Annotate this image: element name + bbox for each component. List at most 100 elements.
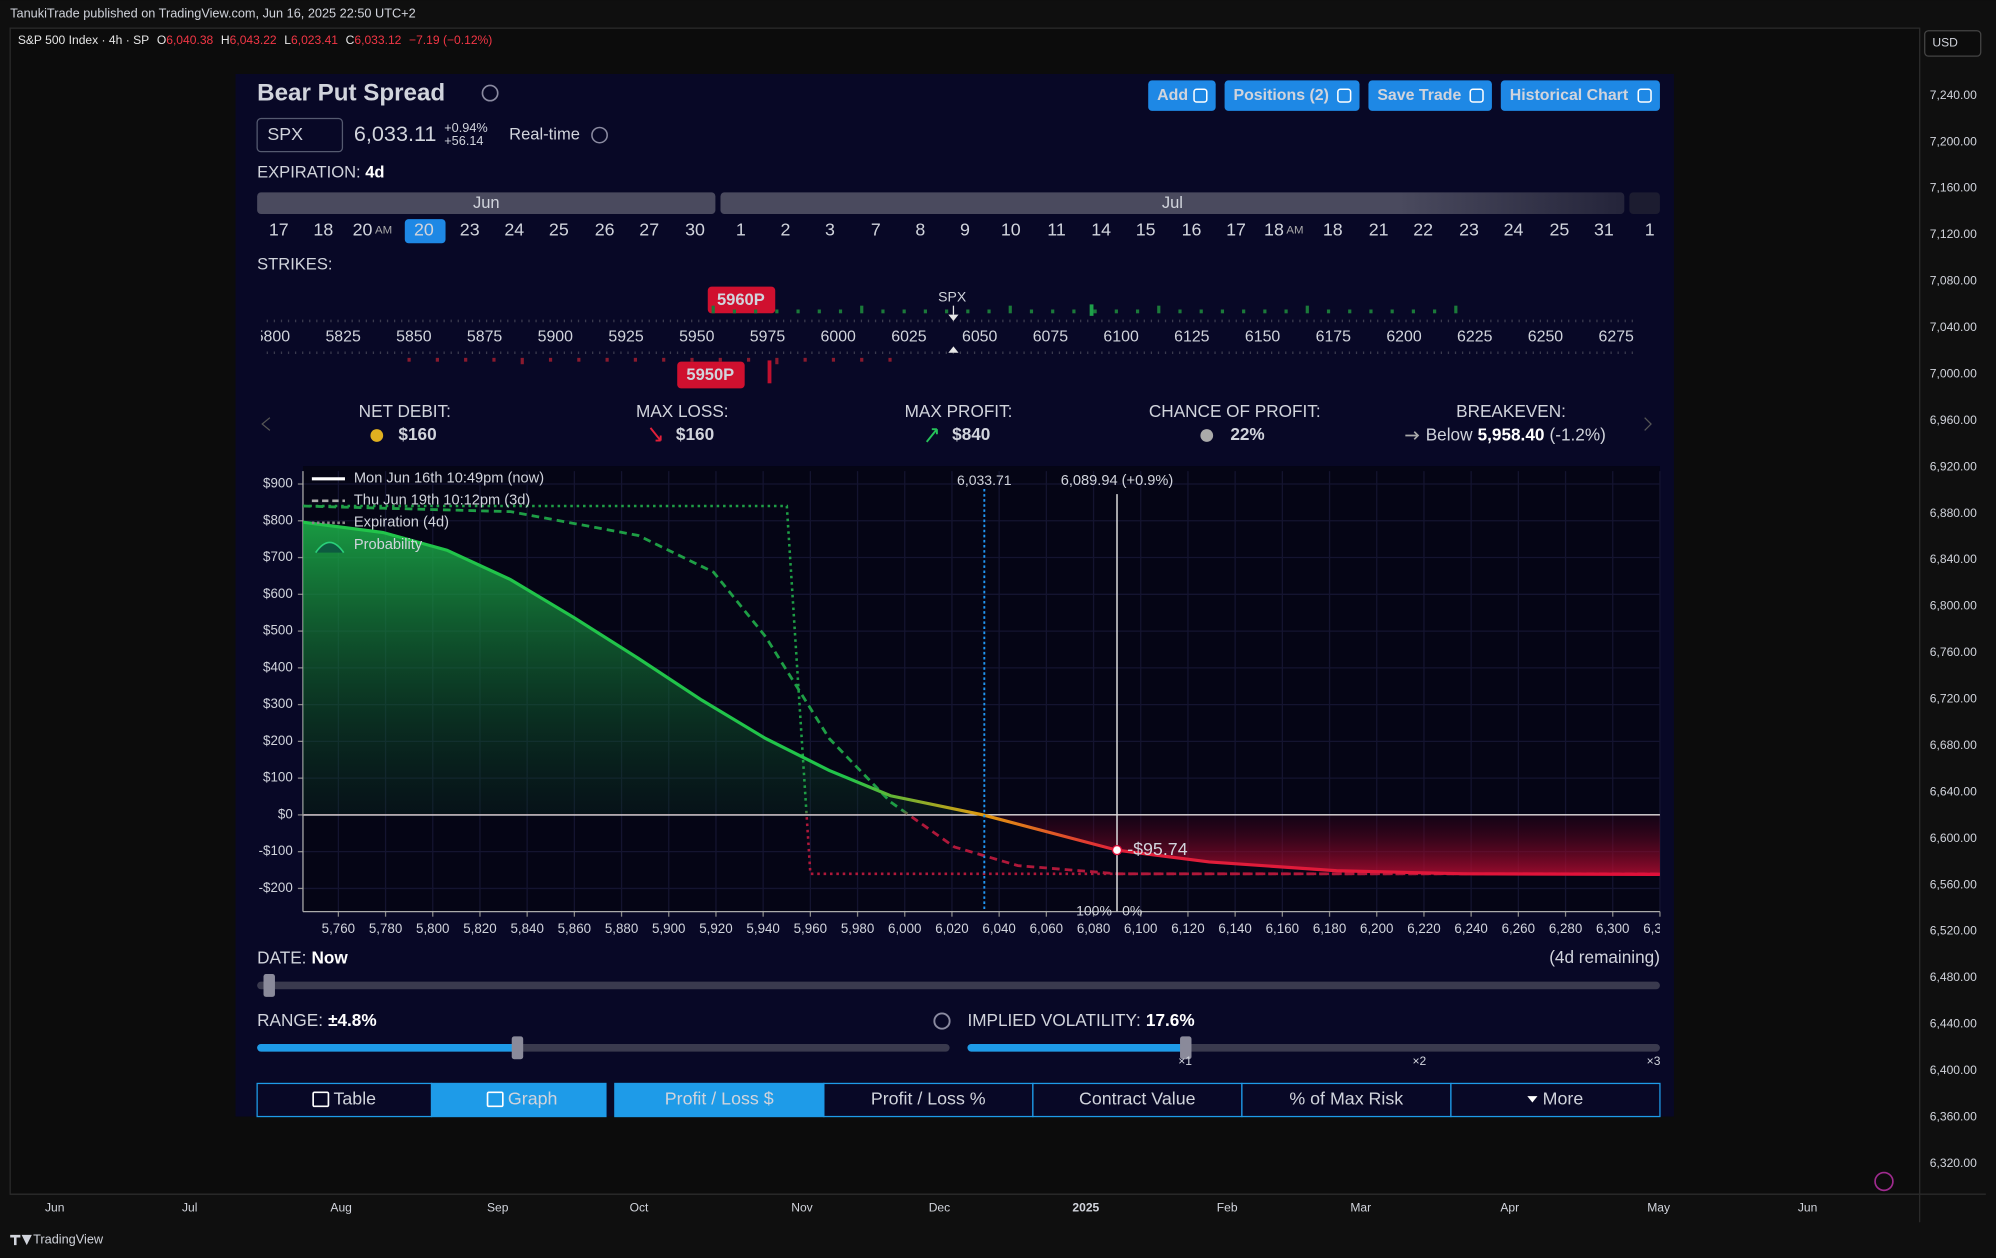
prev-arrow[interactable] <box>261 417 271 431</box>
strike-label[interactable]: 6050 <box>962 329 998 346</box>
iv-slider-knob[interactable] <box>1180 1036 1192 1060</box>
expiration-date[interactable]: 3 <box>825 219 835 239</box>
expiration-date[interactable]: 23 <box>460 219 480 239</box>
symbol-input[interactable] <box>256 117 344 153</box>
strike-label[interactable]: 6075 <box>1033 329 1069 346</box>
expiration-date[interactable]: 14 <box>1091 219 1111 239</box>
iv-reset-icon[interactable] <box>933 1012 951 1030</box>
strike-label[interactable]: 5900 <box>538 329 574 346</box>
expiration-date[interactable]: 8 <box>915 219 925 239</box>
expiration-date[interactable]: 27 <box>639 219 659 239</box>
expiration-date[interactable]: 21 <box>1369 219 1389 239</box>
view-button[interactable] <box>430 1082 607 1118</box>
expiration-date[interactable]: 17 <box>1226 219 1246 239</box>
header-button[interactable] <box>1368 80 1492 111</box>
volume-tick <box>1157 305 1161 314</box>
expiration-date[interactable]: 22 <box>1413 219 1433 239</box>
help-icon[interactable] <box>481 84 499 102</box>
x-tick-labels: 5,760 5,780 5,800 5,820 5,840 5,860 5,880 5,900… <box>322 921 1660 936</box>
metric-button[interactable] <box>1450 1082 1661 1118</box>
expiration-date[interactable]: 24 <box>1504 219 1524 239</box>
volume-tick <box>881 309 885 314</box>
date-day: 23 <box>1459 219 1479 239</box>
header-button[interactable] <box>1500 80 1660 111</box>
strike-label[interactable]: 6275 <box>1599 329 1635 346</box>
leg-label: 5950P <box>686 365 734 384</box>
month-label: Jul <box>1162 193 1183 212</box>
date-day: 10 <box>1001 219 1021 239</box>
expiration-date[interactable]: 1 <box>1645 219 1655 239</box>
expiration-date[interactable]: 18 AM <box>1264 219 1304 239</box>
strike-label[interactable]: 5850 <box>396 329 432 346</box>
expiration-date[interactable]: 17 <box>269 219 289 239</box>
volume-tick <box>796 309 800 314</box>
expiration-date[interactable]: 18 <box>313 219 333 239</box>
date-slider-knob[interactable] <box>263 973 275 997</box>
metric-button[interactable] <box>823 1082 1034 1118</box>
expiration-date[interactable]: 20 <box>414 219 434 239</box>
volume-tick <box>1072 309 1076 314</box>
volume-tick <box>860 357 864 362</box>
strike-label[interactable]: 6175 <box>1316 329 1352 346</box>
expiration-date[interactable]: 7 <box>871 219 881 239</box>
expiration-date[interactable]: 20 AM <box>353 219 393 239</box>
metric-button[interactable] <box>1241 1082 1452 1118</box>
strike-label[interactable]: 5875 <box>467 329 503 346</box>
expiration-date[interactable]: 9 <box>960 219 970 239</box>
expiration-date[interactable]: 23 <box>1459 219 1479 239</box>
symbol-high: 6,043.22 <box>230 33 277 47</box>
strike-label[interactable]: 6100 <box>1103 329 1139 346</box>
date-day: 8 <box>915 219 925 239</box>
strike-label[interactable]: 5825 <box>325 329 361 346</box>
selected-date[interactable] <box>404 219 446 244</box>
expiration-date[interactable]: 30 <box>685 219 705 239</box>
strike-label[interactable]: 5800 <box>255 329 291 346</box>
footer-brand: TradingView <box>33 1231 104 1246</box>
range-slider-knob[interactable] <box>511 1036 524 1060</box>
metric-label: Contract Value <box>1079 1089 1196 1109</box>
date-day: 24 <box>1504 219 1524 239</box>
expiration-date[interactable]: 24 <box>504 219 524 239</box>
strike-label[interactable]: 5925 <box>608 329 644 346</box>
y-tick-label: $300 <box>263 696 293 711</box>
expiration-date[interactable]: 10 <box>1001 219 1021 239</box>
expiration-date[interactable]: 1 <box>736 219 746 239</box>
pl-line <box>302 520 1660 877</box>
expiration-date[interactable]: 25 <box>549 219 569 239</box>
strike-label[interactable]: 6200 <box>1386 329 1422 346</box>
expiration-date[interactable]: 11 <box>1047 219 1066 239</box>
strike-label[interactable]: 6250 <box>1528 329 1564 346</box>
leg-tag[interactable] <box>677 361 745 389</box>
expiration-date[interactable]: 31 <box>1594 219 1614 239</box>
underlying-price: 6,033.11 <box>354 121 437 146</box>
next-arrow[interactable] <box>1644 417 1652 431</box>
volume-tick <box>775 309 779 314</box>
strike-label[interactable]: 6000 <box>821 329 857 346</box>
expiration-date[interactable]: 16 <box>1182 219 1202 239</box>
expiration-date[interactable]: 2 <box>780 219 790 239</box>
expiration-date[interactable]: 26 <box>595 219 615 239</box>
expiration-date[interactable]: 18 <box>1323 219 1343 239</box>
expiration-value: 4d <box>365 163 384 182</box>
leg-tag[interactable] <box>707 286 776 314</box>
currency-box[interactable] <box>1924 30 1982 57</box>
expiration-date[interactable]: 15 <box>1136 219 1156 239</box>
volume-tick <box>838 309 843 314</box>
strike-label[interactable]: 5950 <box>679 329 715 346</box>
header-button[interactable] <box>1148 80 1216 111</box>
strike-label[interactable]: 6125 <box>1174 329 1210 346</box>
expiration-date[interactable]: 25 <box>1549 219 1569 239</box>
strategy-title: Bear Put Spread <box>257 80 445 107</box>
help-icon[interactable] <box>591 126 608 144</box>
alert-icon[interactable] <box>1874 1171 1894 1192</box>
date-day: 18 <box>1264 219 1284 239</box>
strike-label[interactable]: 5975 <box>750 329 786 346</box>
strike-label[interactable]: 6150 <box>1245 329 1281 346</box>
pl-line <box>302 504 1660 876</box>
header-button[interactable] <box>1224 80 1360 111</box>
strike-label[interactable]: 6025 <box>891 329 927 346</box>
view-button[interactable] <box>256 1082 433 1118</box>
date-slider[interactable] <box>257 981 1660 990</box>
price-axis-label: 6,520.00 <box>1930 924 1977 938</box>
strike-label[interactable]: 6225 <box>1457 329 1493 346</box>
